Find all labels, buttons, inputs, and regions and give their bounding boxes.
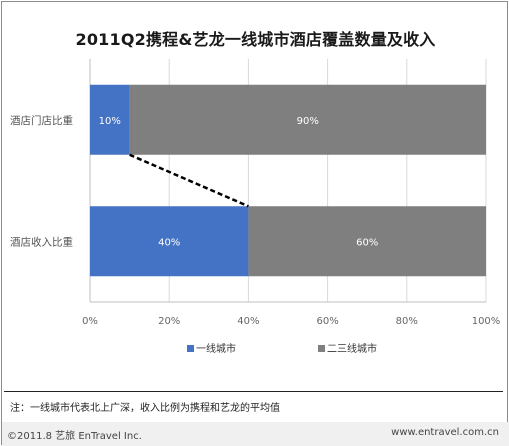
- copyright-text: ©2011.8 艺旅 EnTravel Inc.: [7, 431, 142, 442]
- legend-label: 二三线城市: [327, 342, 377, 355]
- divider: [4, 391, 503, 392]
- x-tick-label: 20%: [158, 316, 180, 327]
- x-tick-label: 100%: [472, 316, 501, 327]
- data-label: 40%: [158, 237, 180, 248]
- legend-swatch: [318, 345, 325, 352]
- bar-segment: [90, 84, 130, 155]
- bar-segment: [248, 206, 486, 277]
- footnote: 注：一线城市代表北上广深，收入比例为携程和艺龙的平均值: [10, 403, 280, 414]
- category-label: 酒店门店比重: [10, 114, 73, 127]
- bar-segment: [129, 84, 486, 155]
- chart-title: 2011Q2携程&艺龙一线城市酒店覆盖数量及收入: [75, 30, 436, 49]
- data-label: 60%: [356, 237, 378, 248]
- footer-url: www.entravel.com.cn: [391, 427, 499, 438]
- category-label: 酒店收入比重: [10, 235, 73, 248]
- bar-segment: [90, 206, 249, 277]
- legend-swatch: [187, 345, 194, 352]
- legend-label: 一线城市: [196, 342, 236, 355]
- data-label: 90%: [297, 116, 319, 127]
- connector-line: [129, 153, 249, 208]
- x-tick-label: 80%: [396, 316, 418, 327]
- data-label: 10%: [99, 116, 121, 127]
- x-tick-label: 60%: [316, 316, 338, 327]
- bar-chart: 0% 20% 40% 60% 80% 100% 10% 90% 酒店门店比重 40% 60% 酒店收入…: [10, 59, 501, 355]
- footer-bar: [2, 422, 509, 446]
- x-tick-label: 40%: [237, 316, 259, 327]
- x-tick-label: 0%: [82, 316, 98, 327]
